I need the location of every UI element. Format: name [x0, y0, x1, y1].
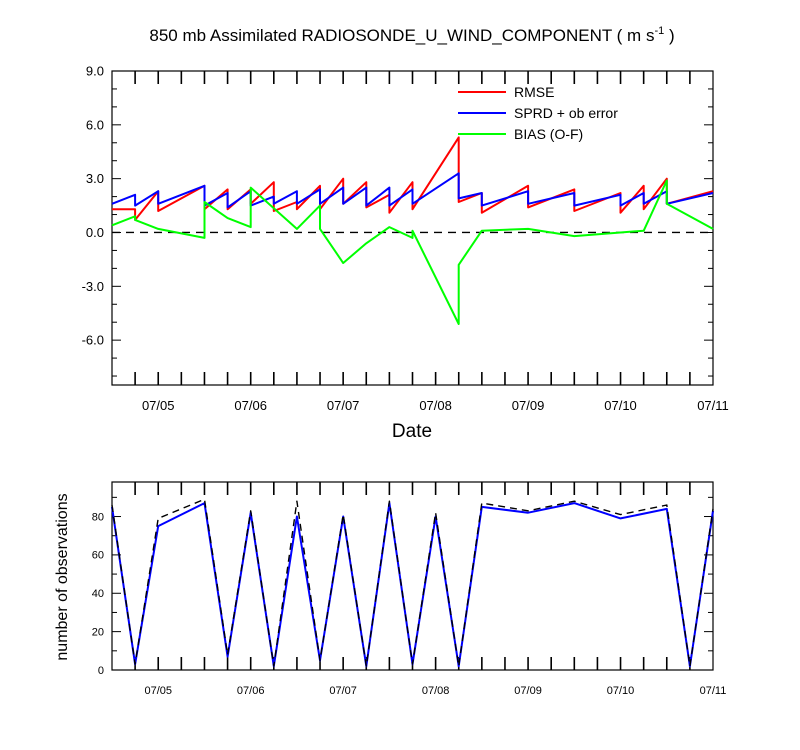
bottom-y-tick-label: 40: [92, 588, 104, 600]
bottom-x-tick-label: 07/11: [700, 685, 727, 697]
top-y-tick-label: -6.0: [82, 333, 104, 348]
top-x-axis-label: Date: [392, 421, 432, 442]
bottom-y-tick-label: 60: [92, 550, 104, 562]
top-x-tick-label: 07/06: [234, 398, 267, 413]
bottom-y-tick-label: 0: [98, 665, 104, 677]
top-y-tick-label: 9.0: [86, 64, 104, 79]
top-x-tick-label: 07/08: [419, 398, 452, 413]
top-plot-frame: [111, 70, 714, 386]
bottom-series-available: [111, 498, 714, 667]
bottom-panel: 0 20 40 60 80 07/05 07/06 07/07 07/08 07/09 07/10 0…: [92, 481, 727, 697]
bottom-plot-frame: [111, 481, 714, 671]
chart-title-superscript: -1: [654, 25, 664, 37]
top-y-tick-label: -3.0: [82, 279, 104, 294]
top-x-tick-label: 07/11: [697, 398, 729, 413]
top-y-tick-label: 6.0: [86, 117, 104, 132]
legend-entry: RMSE: [514, 84, 554, 100]
top-x-tick-label: 07/10: [604, 398, 637, 413]
top-x-tick-label: 07/07: [327, 398, 360, 413]
top-series-sprd-ob-error: [111, 172, 714, 209]
legend-entry: SPRD + ob error: [514, 105, 618, 121]
bottom-x-tick-label: 07/08: [422, 685, 450, 697]
chart-title-main: 850 mb Assimilated RADIOSONDE_U_WIND_COM…: [149, 26, 654, 45]
bottom-x-tick-label: 07/05: [144, 685, 172, 697]
chart-title: 850 mb Assimilated RADIOSONDE_U_WIND_COM…: [149, 25, 674, 45]
top-y-tick-label: 3.0: [86, 171, 104, 186]
bottom-x-tick-label: 07/10: [607, 685, 635, 697]
top-series-rmse: [112, 136, 714, 221]
top-panel: 9.0 6.0 3.0 0.0 -3.0 -6.0 07/05 07/06 07/07 07/08…: [82, 64, 729, 413]
bottom-series-assimilated: [111, 502, 714, 668]
bottom-y-tick-label: 80: [92, 511, 104, 523]
top-x-tick-label: 07/05: [142, 398, 175, 413]
bottom-x-tick-label: 07/07: [329, 685, 357, 697]
bottom-x-tick-label: 07/09: [514, 685, 542, 697]
chart-title-end: ): [664, 26, 674, 45]
legend-entry: BIAS (O-F): [514, 126, 583, 142]
bottom-x-tick-label: 07/06: [237, 685, 265, 697]
bottom-y-axis-label: number of observations: [54, 493, 71, 660]
top-y-tick-label: 0.0: [86, 225, 104, 240]
top-x-tick-label: 07/09: [512, 398, 545, 413]
top-series-bias-o-f: [111, 179, 714, 325]
bottom-y-tick-label: 20: [92, 626, 104, 638]
